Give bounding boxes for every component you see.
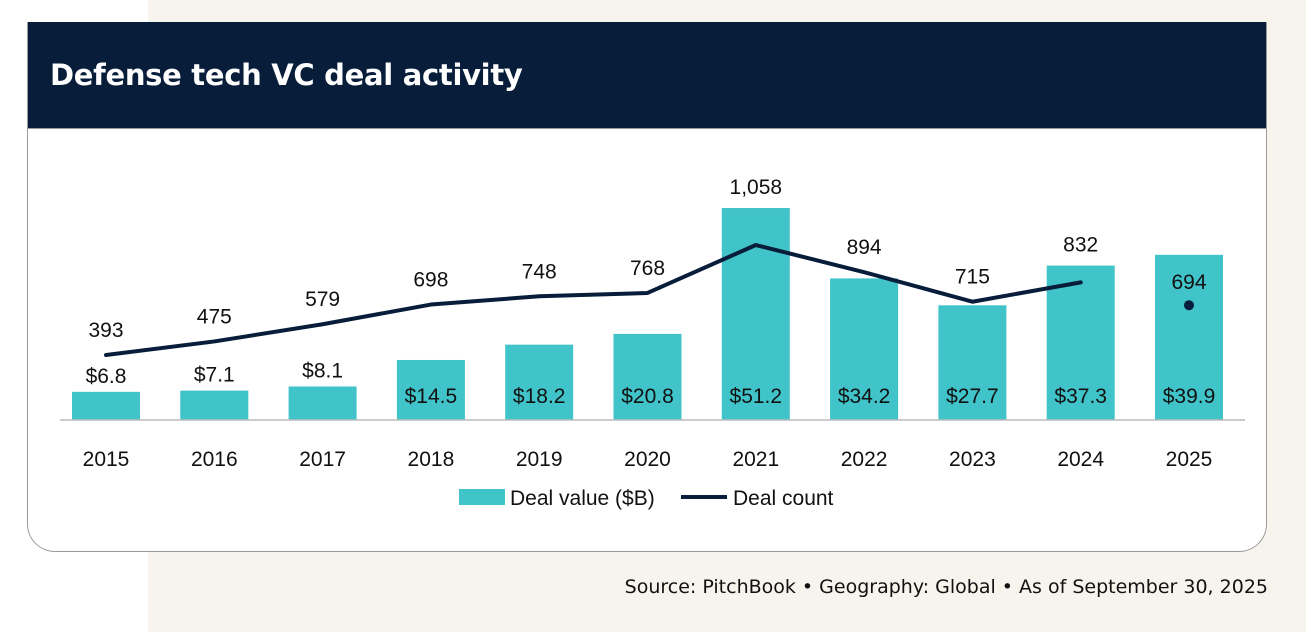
source-note: Source: PitchBook • Geography: Global • … — [624, 576, 1268, 598]
x-tick-label: 2015 — [83, 448, 130, 471]
count-label: 1,058 — [730, 176, 783, 199]
count-label: 579 — [305, 288, 340, 311]
x-tick-label: 2025 — [1166, 448, 1213, 471]
x-tick-label: 2022 — [841, 448, 888, 471]
count-label: 475 — [197, 305, 232, 328]
bar-value-label: $37.3 — [1054, 385, 1107, 408]
bar-value-label: $14.5 — [405, 385, 458, 408]
legend-label-deal-count: Deal count — [733, 487, 834, 510]
x-tick-label: 2017 — [299, 448, 346, 471]
bar-deal-value — [613, 333, 682, 420]
x-tick-label: 2018 — [408, 448, 455, 471]
bar-deal-value — [72, 391, 140, 420]
count-label: 748 — [522, 260, 557, 283]
x-tick-label: 2019 — [516, 448, 563, 471]
bar-deal-value — [180, 390, 249, 420]
bar-value-label: $7.1 — [194, 364, 235, 387]
x-tick-label: 2021 — [732, 448, 779, 471]
count-label: 393 — [88, 319, 123, 342]
deal-count-point — [1184, 300, 1194, 311]
chart-header: Defense tech VC deal activity — [28, 22, 1266, 129]
x-tick-label: 2016 — [191, 448, 238, 471]
bar-value-label: $6.8 — [86, 365, 127, 388]
legend-label-deal-value: Deal value ($B) — [510, 487, 655, 510]
bar-deal-value — [1046, 265, 1115, 420]
bar-deal-value — [938, 305, 1007, 420]
count-label: 694 — [1171, 271, 1206, 294]
bar-value-label: $20.8 — [621, 385, 674, 408]
count-label: 894 — [847, 236, 882, 259]
count-label: 698 — [413, 269, 448, 292]
bar-deal-value — [396, 359, 465, 420]
bar-value-label: $51.2 — [730, 385, 783, 408]
count-label: 768 — [630, 257, 665, 280]
bar-value-label: $8.1 — [302, 359, 343, 382]
bar-value-label: $18.2 — [513, 385, 566, 408]
deal-count-line — [104, 243, 1083, 357]
x-tick-label: 2024 — [1057, 448, 1104, 471]
x-tick-label: 2023 — [949, 448, 996, 471]
bar-value-label: $34.2 — [838, 385, 891, 408]
chart-title: Defense tech VC deal activity — [50, 58, 523, 92]
bar-deal-value — [505, 344, 574, 420]
bar-value-label: $27.7 — [946, 385, 999, 408]
bar-deal-value — [288, 386, 357, 420]
legend-swatch-deal-value — [459, 489, 505, 505]
x-tick-label: 2020 — [624, 448, 671, 471]
bar-value-label: $39.9 — [1163, 385, 1216, 408]
count-label: 832 — [1063, 234, 1098, 257]
bar-deal-value — [1155, 254, 1223, 420]
bar-deal-value — [830, 278, 899, 420]
count-label: 715 — [955, 266, 990, 289]
